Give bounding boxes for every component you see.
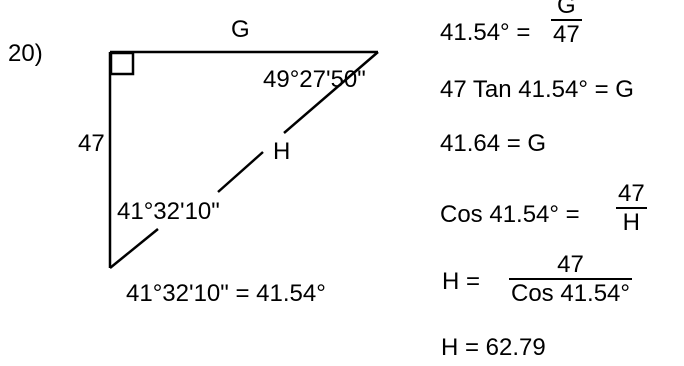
eq5-numerator: 47 [555, 253, 586, 277]
hypotenuse-middle-segment [218, 152, 263, 192]
eq6: H = 62.79 [441, 336, 546, 360]
angle-bottom-left-label: 41°32'10" [117, 200, 220, 224]
eq1-denominator: 47 [551, 23, 582, 47]
eq4-denominator: H [621, 211, 642, 235]
right-angle-marker [111, 53, 133, 74]
eq4-fraction: 47 H [616, 182, 647, 235]
eq3: 41.64 = G [440, 132, 546, 156]
hypotenuse-h-label: H [273, 140, 290, 164]
hypotenuse-lower-segment [110, 229, 158, 268]
side-g-label: G [231, 18, 250, 42]
eq4-lhs: Cos 41.54° = [440, 203, 580, 227]
eq5-fraction: 47 Cos 41.54° [509, 253, 632, 306]
eq1-numerator: G [555, 0, 578, 18]
eq2: 47 Tan 41.54° = G [440, 78, 634, 102]
eq4-numerator: 47 [616, 182, 647, 206]
eq1-lhs: 41.54° = [440, 21, 530, 45]
angle-conversion: 41°32'10" = 41.54° [126, 282, 326, 306]
eq1-fraction: G 47 [551, 0, 582, 47]
side-47-label: 47 [78, 132, 105, 156]
problem-number: 20) [8, 42, 43, 66]
angle-top-right-label: 49°27'50" [263, 68, 366, 92]
eq5-lhs: H = [442, 270, 480, 294]
eq5-denominator: Cos 41.54° [509, 282, 632, 306]
